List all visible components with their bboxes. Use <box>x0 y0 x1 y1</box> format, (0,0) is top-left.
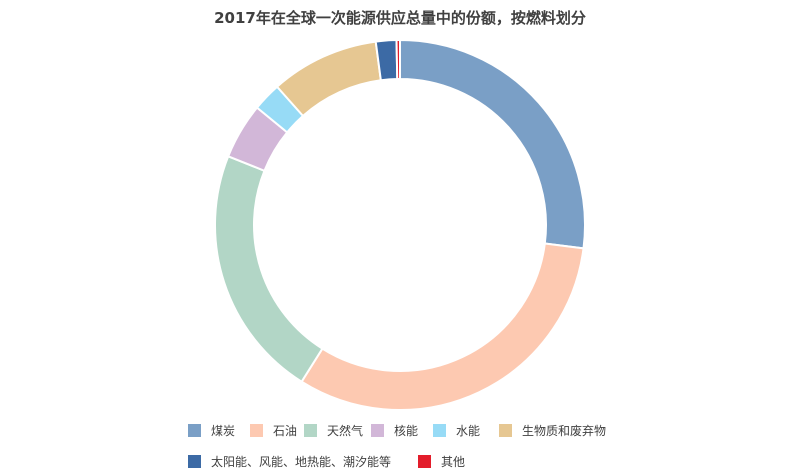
legend-label: 煤炭 <box>211 424 236 438</box>
legend-item: 核能 <box>371 422 418 439</box>
chart-title: 2017年在全球一次能源供应总量中的份额，按燃料划分 <box>214 9 586 27</box>
legend-label: 太阳能、风能、地热能、潮汐能等 <box>211 455 392 469</box>
legend-label: 天然气 <box>327 424 364 438</box>
legend-swatch <box>188 424 201 437</box>
legend-item: 天然气 <box>304 422 363 439</box>
legend-swatch <box>250 424 263 437</box>
legend-label: 核能 <box>394 424 419 438</box>
legend-item: 生物质和废弃物 <box>499 422 606 439</box>
legend-swatch <box>499 424 512 437</box>
legend-swatch <box>418 455 431 468</box>
legend-item: 水能 <box>433 422 480 439</box>
legend-swatch <box>304 424 317 437</box>
legend-swatch <box>188 455 201 468</box>
legend-item: 石油 <box>250 422 297 439</box>
legend-item: 其他 <box>418 453 465 470</box>
legend-swatch <box>371 424 384 437</box>
legend-label: 石油 <box>273 424 298 438</box>
legend-label: 其他 <box>441 455 466 469</box>
donut-slice <box>395 38 401 81</box>
donut-slice <box>275 40 382 118</box>
legend-item: 煤炭 <box>188 422 235 439</box>
legend-label: 水能 <box>456 424 481 438</box>
legend-label: 生物质和废弃物 <box>522 424 607 438</box>
donut-slice <box>214 154 324 384</box>
legend-item: 太阳能、风能、地热能、潮汐能等 <box>188 453 391 470</box>
donut-slice <box>300 242 585 411</box>
donut-slice <box>399 38 586 250</box>
legend-swatch <box>433 424 446 437</box>
